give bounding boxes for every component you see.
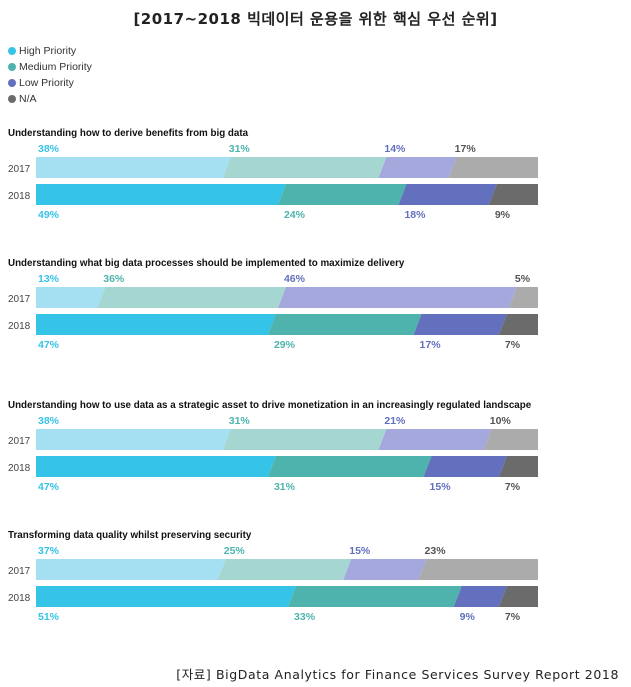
value-label-3-2017-4: 10%	[490, 415, 512, 427]
value-label-2-2017-4: 5%	[515, 273, 531, 285]
value-label-3-2018-4: 7%	[505, 481, 521, 493]
value-label-3-2018-2: 31%	[274, 481, 296, 493]
value-label-3-2017-3: 21%	[384, 415, 406, 427]
chart-title: [2017~2018 빅데이터 운용을 위한 핵심 우선 순위]	[133, 10, 498, 28]
bar-segment-1-2018-4	[488, 184, 538, 205]
legend-swatch-high	[8, 47, 16, 55]
bar-segment-1-2018-2	[277, 184, 407, 205]
value-label-2-2018-3: 17%	[420, 339, 442, 351]
value-label-4-2018-2: 33%	[294, 611, 316, 623]
value-label-4-2018-1: 51%	[38, 611, 60, 623]
bar-segment-2-2018-4	[498, 314, 538, 335]
value-label-2-2018-2: 29%	[274, 339, 296, 351]
stacked-bar-chart: Understanding how to derive benefits fro…	[8, 128, 538, 623]
bar-segment-2-2017-2	[97, 287, 286, 308]
bar-segment-4-2018-3	[453, 586, 507, 607]
legend-item-high: High Priority	[8, 43, 92, 59]
year-label-2017: 2017	[8, 294, 31, 305]
bar-segment-4-2017-3	[343, 559, 427, 580]
bar-segment-1-2018-1	[36, 184, 286, 205]
year-label-2018: 2018	[8, 191, 31, 202]
bar-segment-1-2017-1	[36, 157, 231, 178]
bar-segment-2-2017-4	[508, 287, 538, 308]
value-label-2-2017-1: 13%	[38, 273, 60, 285]
value-label-2-2018-1: 47%	[38, 339, 60, 351]
group-title-3: Understanding how to use data as a strat…	[8, 400, 532, 411]
bar-segment-3-2017-3	[378, 429, 492, 450]
legend-label-high: High Priority	[19, 45, 77, 57]
source-note: [자료] BigData Analytics for Finance Servi…	[176, 667, 619, 682]
value-label-4-2017-2: 25%	[224, 545, 246, 557]
bar-segment-4-2018-1	[36, 586, 297, 607]
bar-segment-4-2017-1	[36, 559, 226, 580]
group-title-1: Understanding how to derive benefits fro…	[8, 128, 249, 139]
bar-segment-4-2018-4	[498, 586, 538, 607]
year-label-2018: 2018	[8, 321, 31, 332]
bar-segment-3-2017-1	[36, 429, 231, 450]
value-label-1-2017-4: 17%	[455, 143, 477, 155]
legend-item-low: Low Priority	[8, 75, 92, 91]
legend-label-na: N/A	[19, 93, 37, 105]
value-label-4-2017-4: 23%	[425, 545, 447, 557]
bar-segment-1-2018-3	[398, 184, 497, 205]
value-label-2-2017-2: 36%	[103, 273, 125, 285]
legend-swatch-medium	[8, 63, 16, 71]
year-label-2017: 2017	[8, 436, 31, 447]
value-label-1-2018-3: 18%	[404, 209, 426, 221]
legend-label-medium: Medium Priority	[19, 61, 92, 73]
legend: High Priority Medium Priority Low Priori…	[8, 43, 92, 107]
bar-segment-1-2017-4	[448, 157, 538, 178]
bar-segment-4-2018-2	[288, 586, 462, 607]
year-label-2017: 2017	[8, 566, 31, 577]
group-title-2: Understanding what big data processes sh…	[8, 258, 405, 269]
legend-swatch-na	[8, 95, 16, 103]
bar-segment-3-2017-2	[222, 429, 387, 450]
value-label-2-2017-3: 46%	[284, 273, 306, 285]
value-label-3-2017-1: 38%	[38, 415, 60, 427]
bar-segment-1-2017-2	[222, 157, 387, 178]
bar-segment-3-2018-2	[267, 456, 432, 477]
bar-segment-1-2017-3	[378, 157, 457, 178]
bar-segment-3-2018-4	[498, 456, 538, 477]
bar-segment-3-2018-1	[36, 456, 276, 477]
bar-segment-2-2017-3	[277, 287, 517, 308]
bar-segment-2-2018-1	[36, 314, 276, 335]
year-label-2017: 2017	[8, 164, 31, 175]
bar-segment-2-2018-2	[267, 314, 422, 335]
legend-label-low: Low Priority	[19, 77, 74, 89]
value-label-1-2018-2: 24%	[284, 209, 306, 221]
year-label-2018: 2018	[8, 593, 31, 604]
value-label-4-2018-3: 9%	[460, 611, 476, 623]
value-label-3-2017-2: 31%	[229, 415, 251, 427]
value-label-1-2018-4: 9%	[495, 209, 511, 221]
bar-segment-4-2017-2	[217, 559, 352, 580]
bar-segment-3-2017-4	[483, 429, 538, 450]
value-label-4-2017-1: 37%	[38, 545, 60, 557]
bar-segment-2-2018-3	[413, 314, 507, 335]
value-label-3-2018-1: 47%	[38, 481, 60, 493]
value-label-1-2017-3: 14%	[384, 143, 406, 155]
group-title-4: Transforming data quality whilst preserv…	[8, 530, 252, 541]
year-label-2018: 2018	[8, 463, 31, 474]
value-label-4-2017-3: 15%	[349, 545, 371, 557]
value-label-3-2018-3: 15%	[430, 481, 452, 493]
bar-segment-2-2017-1	[36, 287, 106, 308]
legend-item-na: N/A	[8, 91, 92, 107]
value-label-1-2017-2: 31%	[229, 143, 251, 155]
bar-segment-3-2018-3	[423, 456, 507, 477]
bar-segment-4-2017-4	[418, 559, 538, 580]
value-label-1-2017-1: 38%	[38, 143, 60, 155]
legend-item-medium: Medium Priority	[8, 59, 92, 75]
value-label-2-2018-4: 7%	[505, 339, 521, 351]
legend-swatch-low	[8, 79, 16, 87]
value-label-1-2018-1: 49%	[38, 209, 60, 221]
value-label-4-2018-4: 7%	[505, 611, 521, 623]
